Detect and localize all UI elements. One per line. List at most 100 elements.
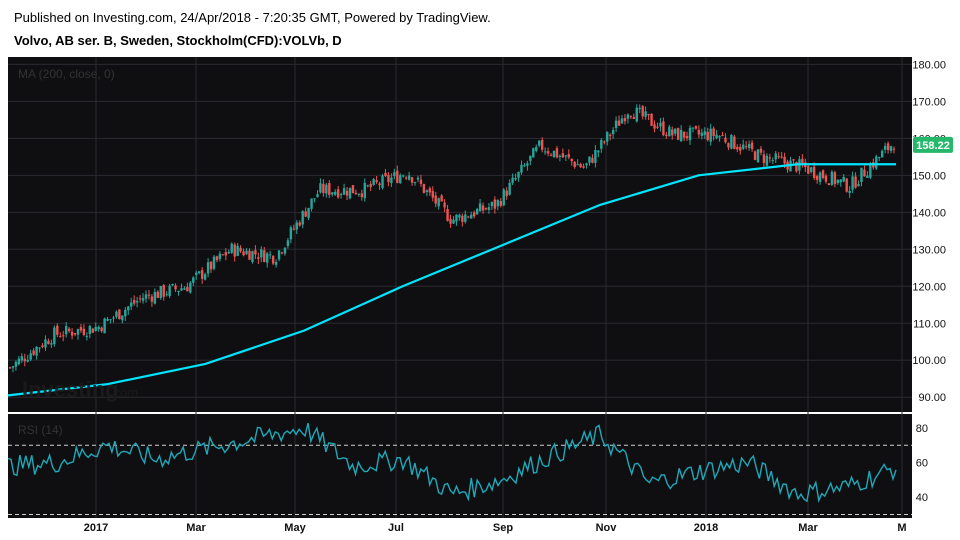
candle-body <box>866 175 869 178</box>
candle-body <box>331 192 334 195</box>
candle-body <box>549 154 553 156</box>
candle-body <box>452 219 455 224</box>
candle-body <box>266 253 269 263</box>
y-tick-label: 120.00 <box>912 281 946 293</box>
candle-body <box>268 254 272 256</box>
candle-body <box>319 183 322 193</box>
candle-body <box>14 361 18 367</box>
candle-body <box>242 251 245 256</box>
candle-body <box>543 151 547 153</box>
candle-body <box>815 176 819 180</box>
candle-body <box>218 253 222 259</box>
candle-body <box>579 164 582 168</box>
candle-body <box>203 274 207 280</box>
candle-body <box>467 216 470 218</box>
candle-body <box>487 207 491 210</box>
candle-body <box>8 367 12 369</box>
candle-body <box>26 359 29 362</box>
candle-body <box>192 277 195 283</box>
candle-body <box>836 179 840 184</box>
candle-body <box>404 177 408 179</box>
candle-body <box>236 245 239 256</box>
candle-body <box>464 214 467 222</box>
candle-body <box>32 350 35 355</box>
candle-body <box>289 227 293 240</box>
candle-body <box>227 251 230 254</box>
x-tick-label: May <box>284 522 306 534</box>
candle-body <box>121 315 124 321</box>
candle-body <box>756 149 760 162</box>
candle-body <box>626 114 630 119</box>
candle-body <box>783 156 786 164</box>
candle-body <box>458 214 461 218</box>
candle-body <box>200 270 204 279</box>
candle-body <box>880 150 884 158</box>
candle-body <box>342 188 346 195</box>
candle-body <box>381 175 384 188</box>
candle-body <box>369 183 372 188</box>
candle-body <box>818 172 822 182</box>
candle-body <box>597 150 600 153</box>
candle-body <box>511 177 514 183</box>
y-tick-label: 100.00 <box>912 355 946 367</box>
candle-body <box>35 346 38 356</box>
candle-body <box>709 128 712 142</box>
candle-body <box>608 134 612 136</box>
candle-body <box>638 108 641 110</box>
y-axis-ticks: 180.00170.00160.00150.00140.00130.00120.… <box>912 59 946 404</box>
main-panel-background <box>8 57 912 412</box>
candle-body <box>481 205 485 211</box>
candle-body <box>153 291 157 304</box>
candle-body <box>665 134 668 136</box>
ma-indicator-label: MA (200, close, 0) <box>18 67 115 81</box>
candle-body <box>221 254 225 256</box>
candle-body <box>857 183 860 187</box>
candle-body <box>762 154 766 163</box>
candle-body <box>561 153 565 158</box>
candle-body <box>390 177 393 184</box>
candle-body <box>38 347 41 349</box>
y-tick-label: 150.00 <box>912 170 946 182</box>
candle-body <box>195 272 198 275</box>
candle-body <box>141 298 145 301</box>
candle-body <box>345 190 349 196</box>
candle-body <box>475 208 479 215</box>
candle-body <box>647 113 650 116</box>
last-price-label: 158.22 <box>916 140 950 152</box>
candle-body <box>582 166 585 168</box>
candle-body <box>280 252 284 254</box>
y-tick-label: 90.00 <box>918 392 946 404</box>
candle-body <box>845 178 848 192</box>
candle-body <box>407 175 411 180</box>
candle-body <box>774 153 777 160</box>
candle-body <box>301 211 304 225</box>
candle-body <box>440 195 443 202</box>
x-tick-label: Mar <box>186 522 206 534</box>
candle-body <box>591 157 594 163</box>
candle-body <box>165 294 168 296</box>
candle-body <box>174 285 177 290</box>
candle-body <box>177 290 180 292</box>
candle-body <box>135 301 139 303</box>
candle-body <box>851 176 854 190</box>
candle-body <box>585 163 588 166</box>
candle-body <box>372 178 375 185</box>
candle-body <box>396 170 399 183</box>
candle-body <box>29 353 32 360</box>
candle-body <box>744 146 748 148</box>
candle-body <box>611 130 615 135</box>
candle-body <box>676 128 680 140</box>
candle-body <box>860 167 863 183</box>
candle-body <box>313 198 316 200</box>
candle-body <box>517 172 520 178</box>
candle-body <box>629 116 633 118</box>
candle-body <box>132 299 136 304</box>
candle-body <box>150 296 154 302</box>
candle-body <box>682 131 686 138</box>
y-tick-label: 170.00 <box>912 96 946 108</box>
candle-body <box>67 328 71 332</box>
candle-body <box>62 335 65 337</box>
rsi-y-tick-label: 60 <box>916 458 928 470</box>
candle-body <box>413 182 417 184</box>
